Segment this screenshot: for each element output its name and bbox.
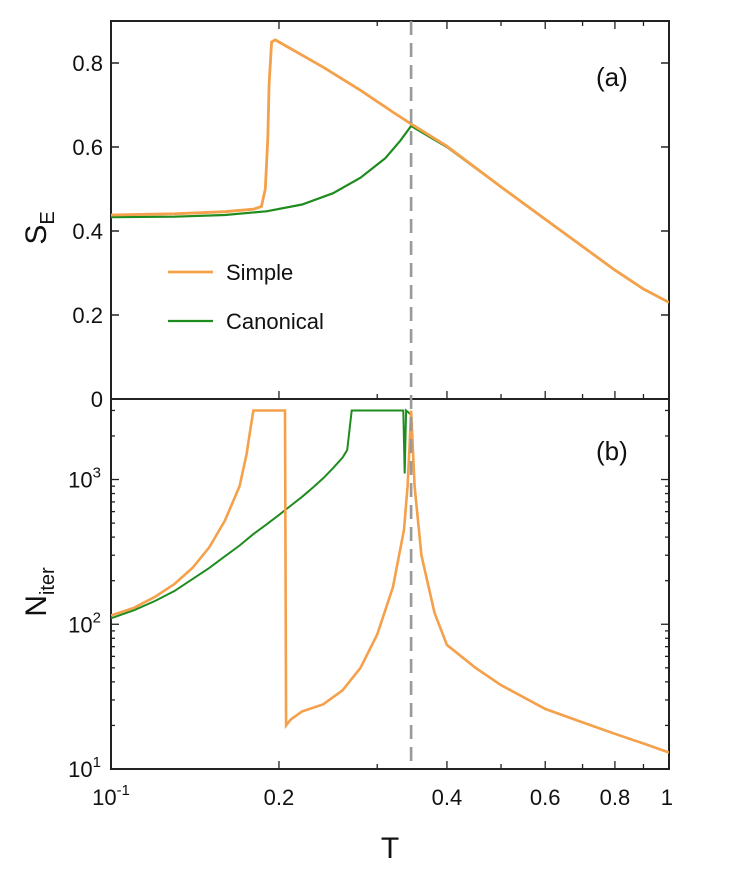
legend-canonical-label: Canonical (226, 309, 324, 334)
panel-a-ytick-label: 0.4 (72, 219, 103, 244)
panel-a-ylabel: SE (20, 211, 59, 244)
panel-b-ytick-label: 103 (68, 465, 101, 493)
x-tick-label: 0.2 (264, 785, 295, 810)
panel-a-ytick-label: 0.8 (72, 51, 103, 76)
panel-a-ytick-label: 0 (91, 387, 103, 412)
panel-a: 0 0.2 0.4 0.6 0.8 (a) SE Simple Canonical (20, 20, 670, 412)
panel-b-x-ticks (110, 761, 670, 769)
x-axis-label: T (381, 832, 399, 865)
panel-b: 101 102 103 (b) Niter (20, 398, 670, 782)
x-tick-label: 0.6 (530, 785, 561, 810)
panel-b-canonical-line (111, 408, 669, 754)
panel-b-simple-line (111, 409, 669, 754)
panel-b-y-ticks: 101 102 103 (68, 409, 669, 782)
panel-a-x-ticks (110, 21, 670, 399)
panel-b-ylabel: Niter (20, 567, 59, 617)
panel-a-simple-line (111, 38, 669, 304)
panel-a-ytick-label: 0.2 (72, 303, 103, 328)
panel-a-frame (110, 20, 670, 400)
x-tick-label: 1 (661, 785, 673, 810)
panel-b-label: (b) (596, 436, 628, 466)
panel-a-y-ticks: 0 0.2 0.4 0.6 0.8 (72, 51, 669, 412)
panel-b-frame (110, 398, 670, 770)
panel-b-ytick-label: 101 (68, 754, 101, 782)
panel-b-ytick-label: 102 (68, 609, 101, 637)
x-tick-labels: 10-1 0.2 0.4 0.6 0.8 1 (92, 782, 673, 810)
panel-a-label: (a) (596, 62, 628, 92)
x-tick-label: 10-1 (92, 782, 130, 810)
legend: Simple Canonical (168, 260, 324, 334)
panel-a-ytick-label: 0.6 (72, 135, 103, 160)
x-tick-label: 0.8 (600, 785, 631, 810)
x-tick-label: 0.4 (432, 785, 463, 810)
legend-simple-label: Simple (226, 260, 293, 285)
